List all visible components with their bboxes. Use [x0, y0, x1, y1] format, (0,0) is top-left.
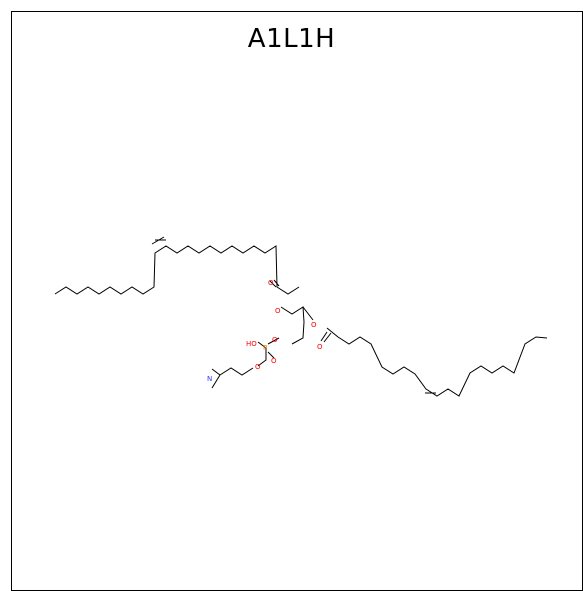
- ester-oxygen-label: O: [275, 307, 281, 315]
- atom-labels: O O O O O P HO O O N: [207, 279, 323, 383]
- molecule-title: A1L1H: [247, 24, 336, 54]
- upper-acyl-chain: [54, 236, 300, 295]
- lower-acyl-chain: [320, 327, 548, 397]
- carbonyl-oxygen-label: O: [317, 343, 323, 351]
- nitrogen-label: N: [207, 375, 212, 383]
- phosphorus-label: P: [263, 344, 267, 352]
- carbonyl-oxygen-label: O: [268, 279, 274, 287]
- glycerol-backbone: [269, 279, 314, 345]
- hydroxyl-label: HO: [246, 340, 257, 348]
- phosphate-oxygen-label: O: [272, 336, 278, 344]
- phosphate-head-group: [211, 337, 280, 389]
- figure-frame: [11, 11, 583, 591]
- ester-oxygen-label: O: [311, 321, 317, 329]
- phosphate-oxygen-label: O: [255, 363, 261, 371]
- phosphoryl-oxygen-label: O: [271, 357, 277, 365]
